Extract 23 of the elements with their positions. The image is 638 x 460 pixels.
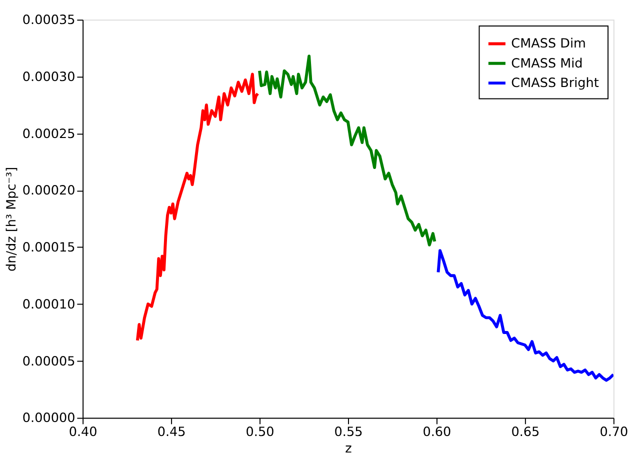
line-series [136, 72, 260, 342]
y-tick-label: 0.00015 [22, 240, 76, 256]
x-tick-label: 0.60 [422, 424, 452, 440]
y-tick-label: 0.00010 [22, 297, 76, 312]
line-series [258, 54, 436, 246]
y-tick-label: 0.00035 [22, 13, 76, 28]
y-tick-label: 0.00005 [22, 354, 76, 370]
y-tick-label: 0.00020 [22, 184, 76, 199]
x-tick-label: 0.70 [600, 424, 628, 440]
x-tick-label: 0.65 [511, 424, 540, 440]
legend-label: CMASS Mid [511, 56, 583, 72]
x-tick-label: 0.40 [68, 424, 98, 440]
x-tick-label: 0.55 [334, 424, 363, 440]
x-tick-label: 0.45 [157, 424, 186, 440]
legend-label: CMASS Bright [511, 76, 599, 91]
y-axis-title: dn/dz [h³ Mpc⁻³] [4, 166, 20, 272]
line-series [436, 249, 614, 382]
y-tick-label: 0.00000 [22, 411, 76, 426]
x-axis-title: z [345, 442, 352, 457]
x-tick-label: 0.50 [246, 424, 274, 440]
legend-label: CMASS Dim [511, 36, 586, 52]
y-tick-label: 0.00025 [22, 126, 76, 142]
y-tick-label: 0.00030 [22, 70, 76, 85]
